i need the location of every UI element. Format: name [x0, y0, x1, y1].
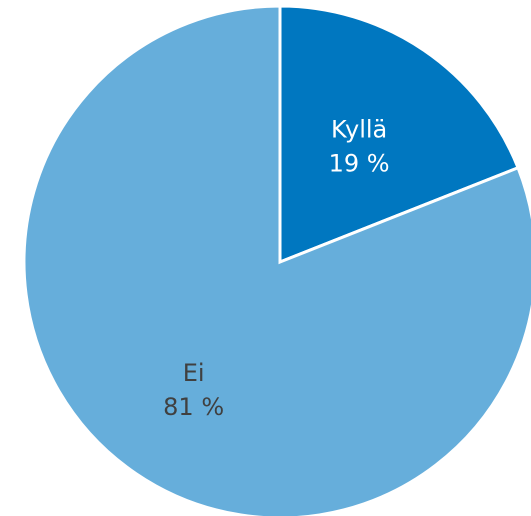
- slice-value-kylla: 19 %: [329, 150, 390, 178]
- pie-slice-ei: [22, 4, 531, 516]
- slice-value-ei: 81 %: [163, 393, 224, 421]
- pie-slices: [22, 4, 531, 516]
- slice-label-kylla: Kyllä: [331, 116, 387, 144]
- pie-labels: Kyllä 19 % Ei 81 %: [163, 116, 389, 421]
- slice-label-ei: Ei: [183, 359, 205, 387]
- pie-slice-kylla: [278, 4, 520, 265]
